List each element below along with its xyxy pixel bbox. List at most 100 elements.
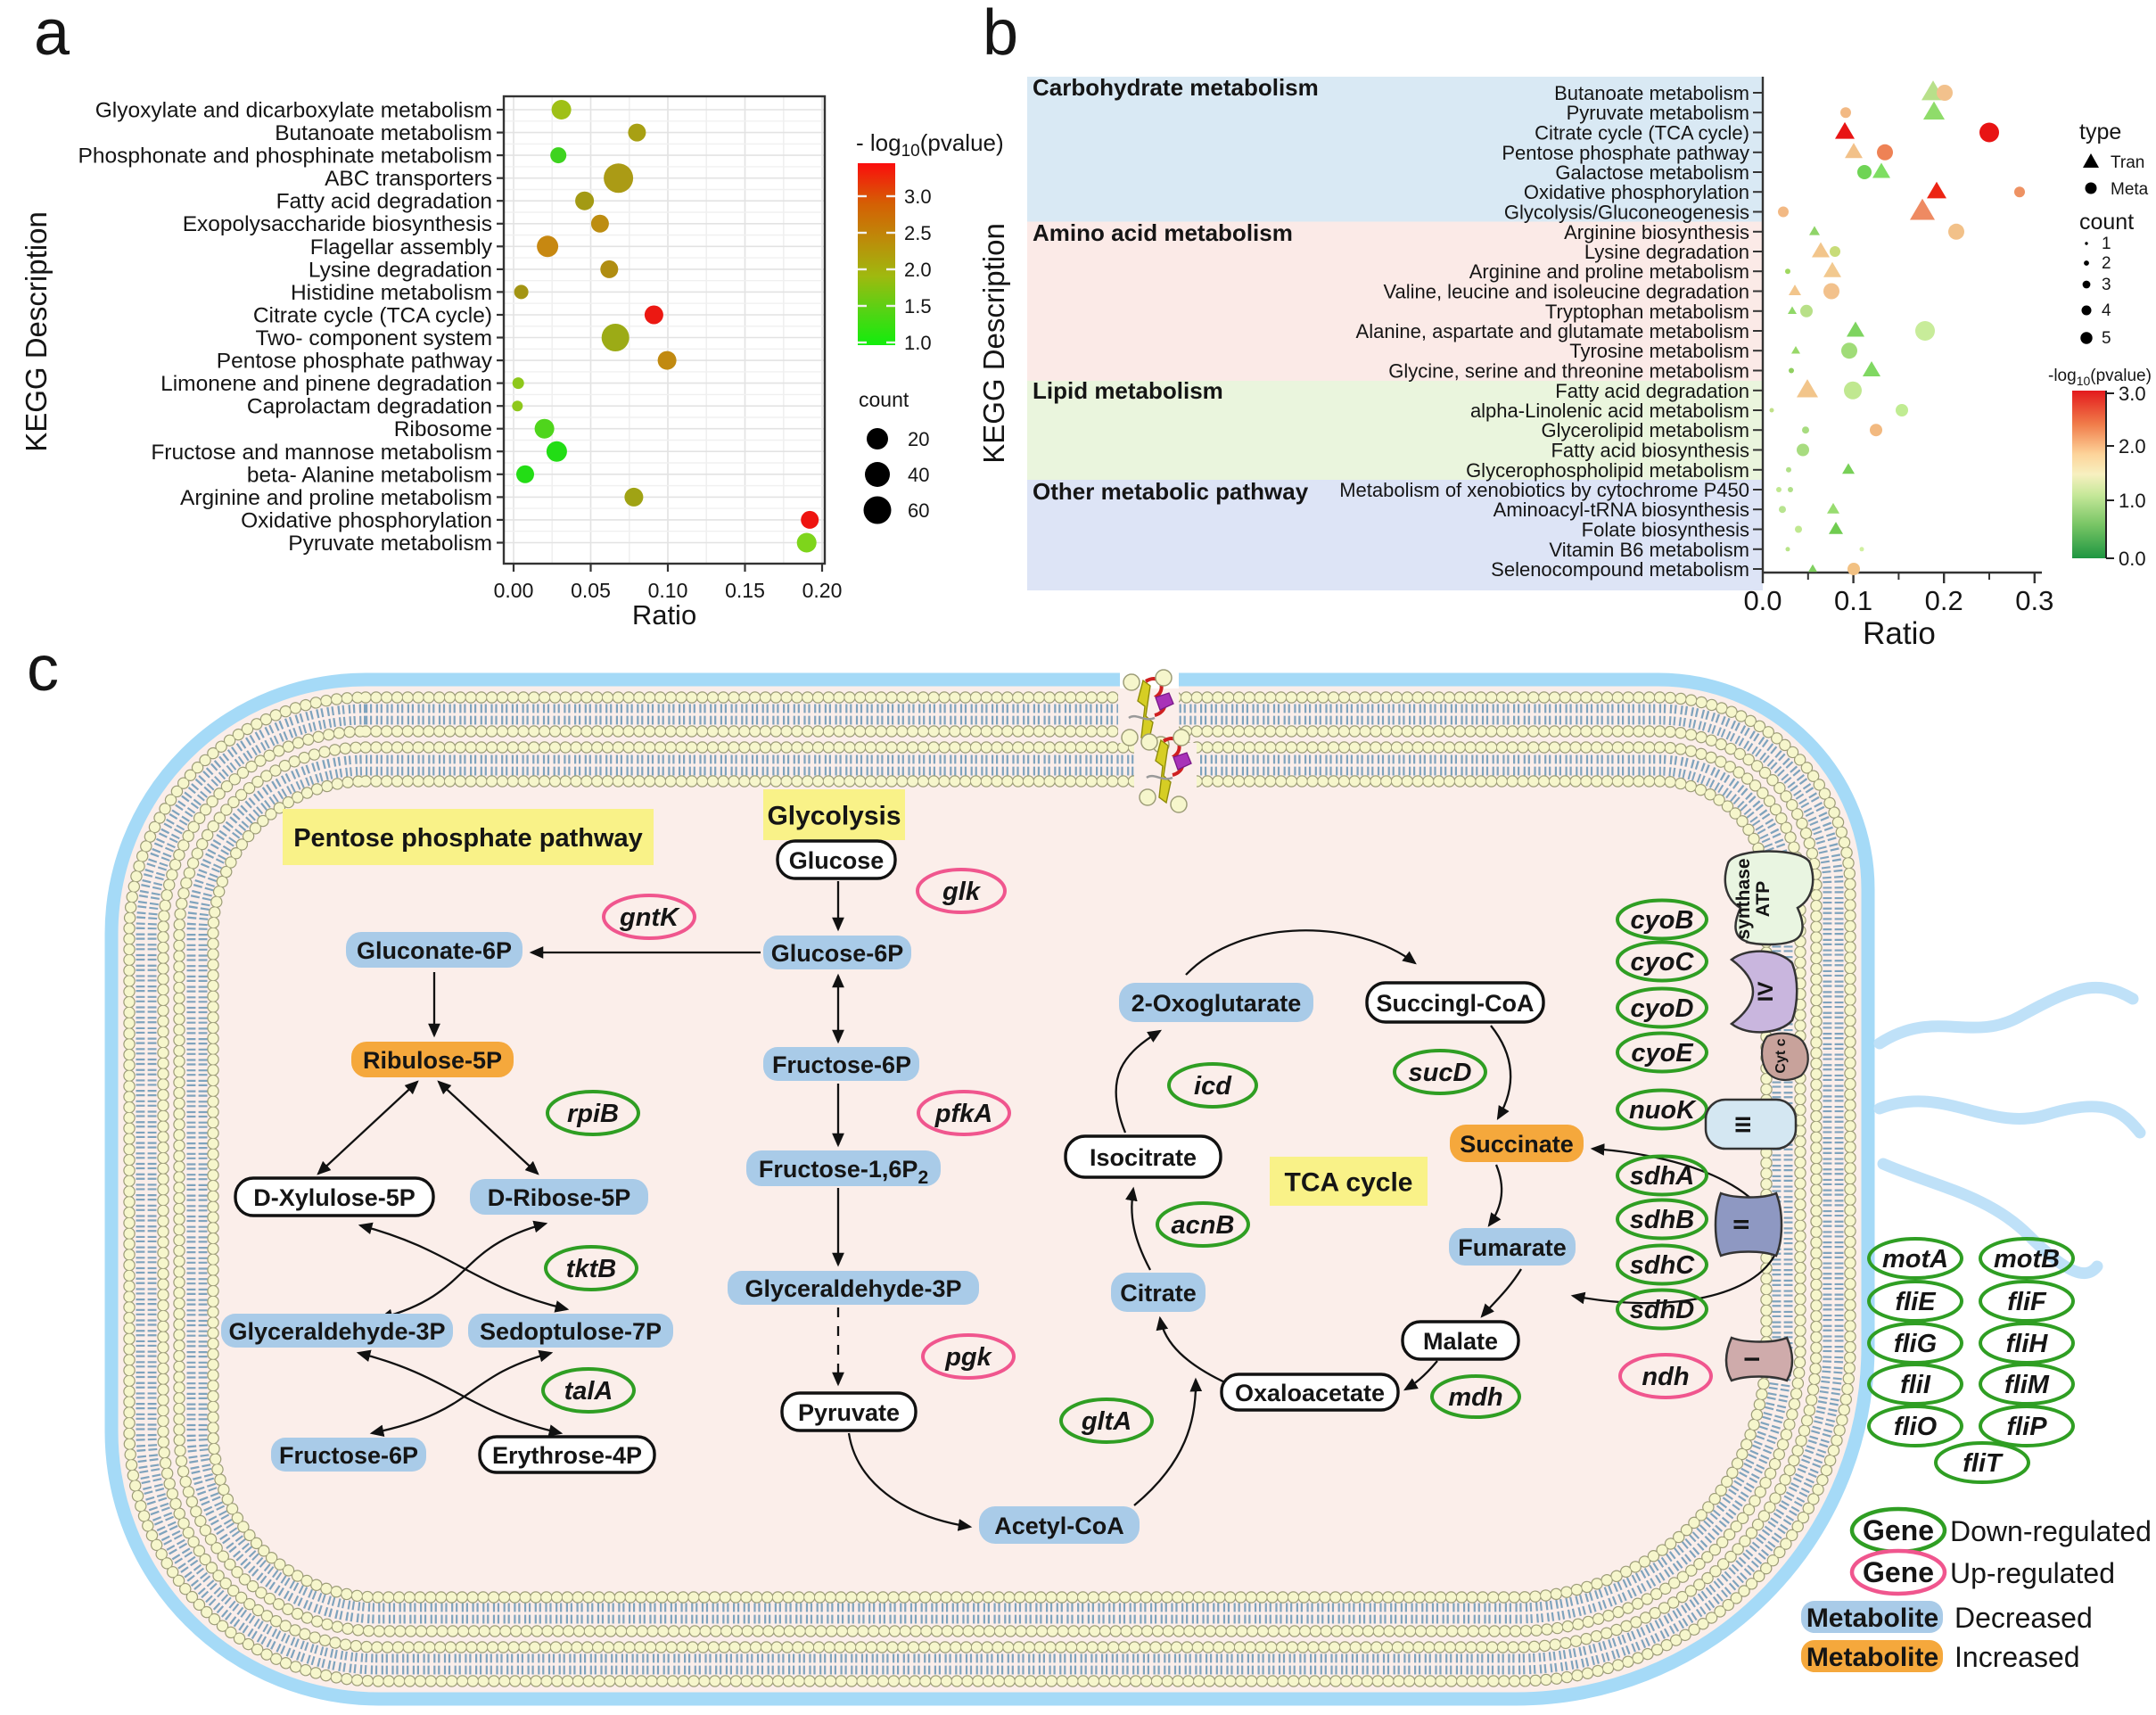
- svg-text:Carbohydrate metabolism: Carbohydrate metabolism: [1033, 74, 1319, 101]
- svg-text:Tyrosine metabolism: Tyrosine metabolism: [1569, 340, 1749, 362]
- svg-text:b: b: [983, 0, 1018, 69]
- svg-text:motA: motA: [1882, 1245, 1948, 1274]
- svg-text:Ratio: Ratio: [1863, 616, 1936, 651]
- svg-text:0.0: 0.0: [2119, 548, 2146, 570]
- svg-text:Oxidative phosphorylation: Oxidative phosphorylation: [1524, 181, 1749, 203]
- svg-text:Fatty acid degradation: Fatty acid degradation: [276, 190, 492, 214]
- svg-text:Flagellar assembly: Flagellar assembly: [310, 235, 493, 260]
- svg-text:tktB: tktB: [566, 1255, 616, 1283]
- svg-text:Butanoate metabolism: Butanoate metabolism: [1554, 82, 1749, 104]
- svg-text:III: III: [1732, 1116, 1756, 1134]
- svg-text:Histidine metabolism: Histidine metabolism: [291, 281, 492, 305]
- svg-text:Citrate: Citrate: [1120, 1280, 1197, 1307]
- svg-text:TCA cycle: TCA cycle: [1285, 1167, 1413, 1197]
- svg-text:cyoC: cyoC: [1631, 948, 1695, 977]
- svg-text:fliM: fliM: [2004, 1371, 2050, 1399]
- svg-text:Caprolactam degradation: Caprolactam degradation: [247, 395, 492, 419]
- svg-text:Fatty acid biosynthesis: Fatty acid biosynthesis: [1551, 440, 1749, 462]
- svg-text:Ribulose-5P: Ribulose-5P: [363, 1047, 502, 1074]
- svg-text:Citrate cycle (TCA cycle): Citrate cycle (TCA cycle): [253, 304, 492, 328]
- svg-text:fliI: fliI: [1900, 1371, 1931, 1399]
- svg-text:Fructose-6P: Fructose-6P: [772, 1051, 911, 1078]
- svg-text:Fumarate: Fumarate: [1458, 1234, 1567, 1261]
- svg-text:gltA: gltA: [1081, 1407, 1131, 1436]
- svg-text:talA: talA: [564, 1377, 613, 1406]
- svg-text:3.0: 3.0: [2119, 383, 2146, 405]
- svg-text:2.0: 2.0: [904, 259, 932, 281]
- svg-text:3.0: 3.0: [904, 186, 932, 208]
- svg-text:count: count: [2079, 210, 2134, 235]
- svg-text:fliP: fliP: [2006, 1413, 2047, 1441]
- svg-text:sdhB: sdhB: [1630, 1206, 1695, 1234]
- svg-text:synthase: synthase: [1733, 858, 1754, 939]
- svg-text:Tryptophan metabolism: Tryptophan metabolism: [1545, 301, 1749, 323]
- svg-text:Ribosome: Ribosome: [394, 417, 492, 441]
- svg-text:sdhC: sdhC: [1630, 1251, 1696, 1280]
- svg-text:Citrate cycle (TCA cycle): Citrate cycle (TCA cycle): [1535, 122, 1749, 144]
- svg-text:Isocitrate: Isocitrate: [1090, 1144, 1197, 1171]
- svg-text:icd: icd: [1194, 1072, 1232, 1101]
- svg-text:Glucose-6P: Glucose-6P: [771, 940, 904, 967]
- svg-text:sucD: sucD: [1409, 1059, 1472, 1087]
- svg-text:ndh: ndh: [1642, 1363, 1689, 1391]
- svg-text:Arginine biosynthesis: Arginine biosynthesis: [1564, 221, 1749, 243]
- svg-text:I: I: [1740, 1356, 1765, 1363]
- svg-text:Decreased: Decreased: [1954, 1602, 2093, 1634]
- svg-text:Glycine, serine and threonine: Glycine, serine and threonine metabolism: [1388, 360, 1749, 383]
- svg-text:Valine, leucine and isoleucine: Valine, leucine and isoleucine degradati…: [1383, 281, 1749, 303]
- svg-text:KEGG Description: KEGG Description: [20, 211, 53, 452]
- svg-text:acnB: acnB: [1172, 1211, 1235, 1240]
- svg-text:fliO: fliO: [1894, 1413, 1938, 1441]
- svg-text:Pentose phosphate pathway: Pentose phosphate pathway: [217, 350, 493, 374]
- svg-text:5: 5: [2102, 329, 2111, 348]
- svg-text:Ratio: Ratio: [632, 599, 696, 631]
- svg-text:Galactose metabolism: Galactose metabolism: [1555, 161, 1749, 184]
- svg-text:Other metabolic pathway: Other metabolic pathway: [1033, 478, 1309, 505]
- svg-text:Cyt c: Cyt c: [1773, 1038, 1789, 1073]
- svg-text:II: II: [1730, 1218, 1754, 1230]
- svg-text:Glycerolipid metabolism: Glycerolipid metabolism: [1541, 419, 1749, 441]
- svg-text:Vitamin B6 metabolism: Vitamin B6 metabolism: [1549, 539, 1749, 561]
- svg-text:a: a: [34, 0, 70, 69]
- svg-text:pgk: pgk: [944, 1343, 992, 1372]
- svg-text:motB: motB: [1994, 1245, 2060, 1274]
- svg-text:Glyceraldehyde-3P: Glyceraldehyde-3P: [745, 1275, 961, 1302]
- svg-text:0.3: 0.3: [2015, 585, 2053, 616]
- svg-text:2: 2: [2102, 254, 2111, 273]
- svg-text:0.15: 0.15: [725, 579, 765, 602]
- svg-text:Phosphonate and phosphinate me: Phosphonate and phosphinate metabolism: [78, 144, 492, 169]
- svg-text:1: 1: [2102, 235, 2111, 253]
- svg-text:ABC transporters: ABC transporters: [325, 167, 492, 191]
- svg-text:glk: glk: [942, 878, 982, 906]
- svg-text:Lysine degradation: Lysine degradation: [309, 258, 492, 282]
- svg-text:gntK: gntK: [619, 903, 680, 932]
- svg-text:Oxidative phosphorylation: Oxidative phosphorylation: [241, 508, 492, 532]
- svg-text:- log10(pvalue): - log10(pvalue): [856, 129, 1004, 161]
- svg-text:0.0: 0.0: [1743, 585, 1782, 616]
- svg-text:pfkA: pfkA: [934, 1100, 992, 1128]
- svg-text:1.0: 1.0: [2119, 490, 2146, 512]
- svg-text:Metabolite: Metabolite: [1806, 1604, 1938, 1633]
- svg-text:0.05: 0.05: [571, 579, 611, 602]
- svg-text:D-Xylulose-5P: D-Xylulose-5P: [253, 1184, 416, 1211]
- svg-text:IV: IV: [1754, 982, 1778, 1002]
- svg-text:Sedoptulose-7P: Sedoptulose-7P: [480, 1318, 662, 1345]
- svg-text:Amino acid metabolism: Amino acid metabolism: [1033, 219, 1293, 246]
- svg-text:cyoE: cyoE: [1631, 1039, 1694, 1068]
- svg-text:Fructose and mannose metabolis: Fructose and mannose metabolism: [151, 441, 492, 465]
- svg-text:Arginine and proline metabolis: Arginine and proline metabolism: [1469, 260, 1749, 283]
- svg-text:Butanoate metabolism: Butanoate metabolism: [275, 121, 492, 145]
- svg-text:Down-regulated: Down-regulated: [1950, 1515, 2152, 1547]
- svg-text:Succingl-CoA: Succingl-CoA: [1376, 990, 1534, 1017]
- svg-text:Meta: Meta: [2111, 180, 2149, 199]
- svg-text:Tran: Tran: [2111, 153, 2144, 172]
- svg-text:-log10(pvalue): -log10(pvalue): [2048, 367, 2152, 388]
- svg-text:Oxaloacetate: Oxaloacetate: [1235, 1380, 1385, 1406]
- svg-text:4: 4: [2102, 301, 2111, 320]
- svg-text:Glycolysis/Gluconeogenesis: Glycolysis/Gluconeogenesis: [1504, 202, 1749, 224]
- svg-text:Up-regulated: Up-regulated: [1950, 1557, 2115, 1589]
- svg-text:Succinate: Succinate: [1460, 1131, 1574, 1158]
- svg-text:Glycolysis: Glycolysis: [767, 801, 901, 830]
- svg-text:Glyoxylate and dicarboxylate m: Glyoxylate and dicarboxylate metabolism: [95, 99, 492, 123]
- svg-text:Fructose-6P: Fructose-6P: [279, 1442, 418, 1469]
